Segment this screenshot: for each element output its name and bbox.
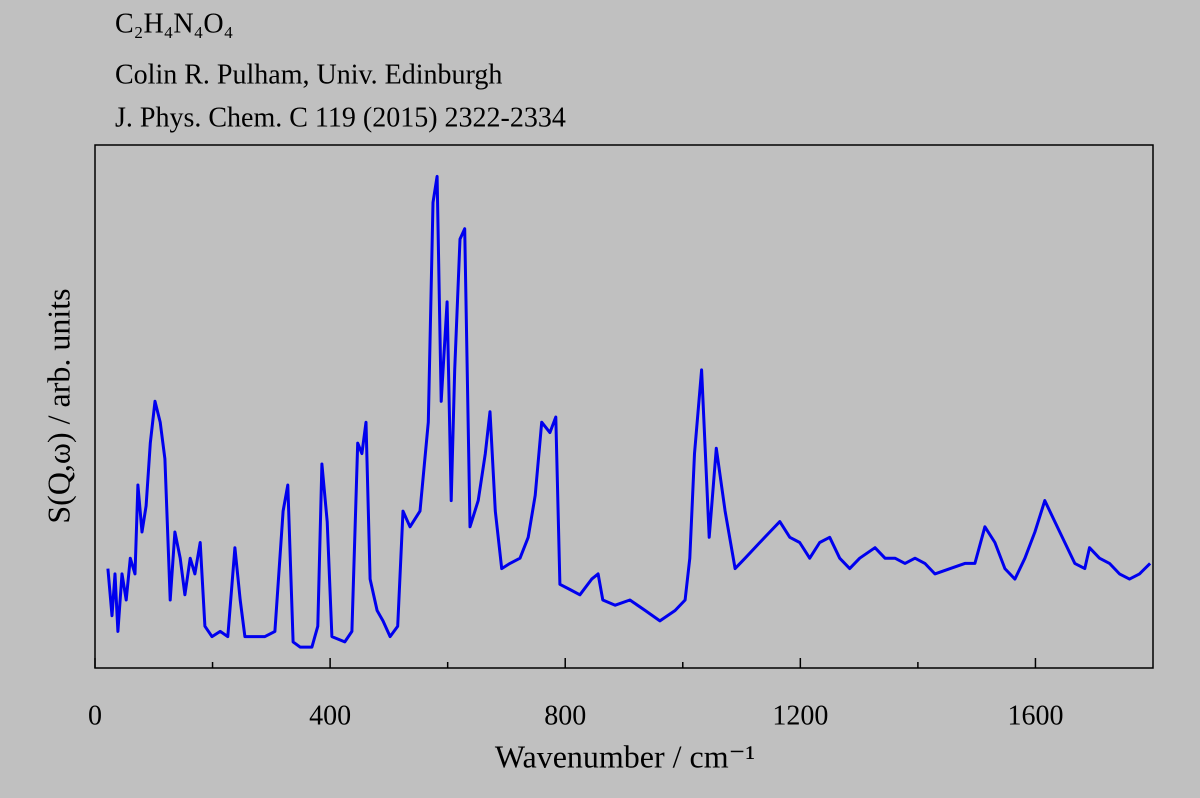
y-axis-label: S(Q,ω) / arb. units — [40, 288, 76, 523]
x-tick-label: 1200 — [772, 700, 828, 731]
chart-title: C₂H₄N₄O₄ — [115, 8, 233, 39]
spectrum-line — [106, 174, 1152, 649]
x-tick-label: 800 — [544, 700, 586, 731]
x-tick-label: 0 — [88, 700, 102, 731]
chart-subtitle: J. Phys. Chem. C 119 (2015) 2322-2334 — [115, 102, 566, 133]
x-tick-label: 400 — [309, 700, 351, 731]
x-tick-label: 1600 — [1007, 700, 1063, 731]
x-axis-label: Wavenumber / cm⁻¹ — [495, 738, 755, 774]
plot-frame — [94, 144, 1154, 669]
chart-subtitle: Colin R. Pulham, Univ. Edinburgh — [115, 59, 502, 90]
